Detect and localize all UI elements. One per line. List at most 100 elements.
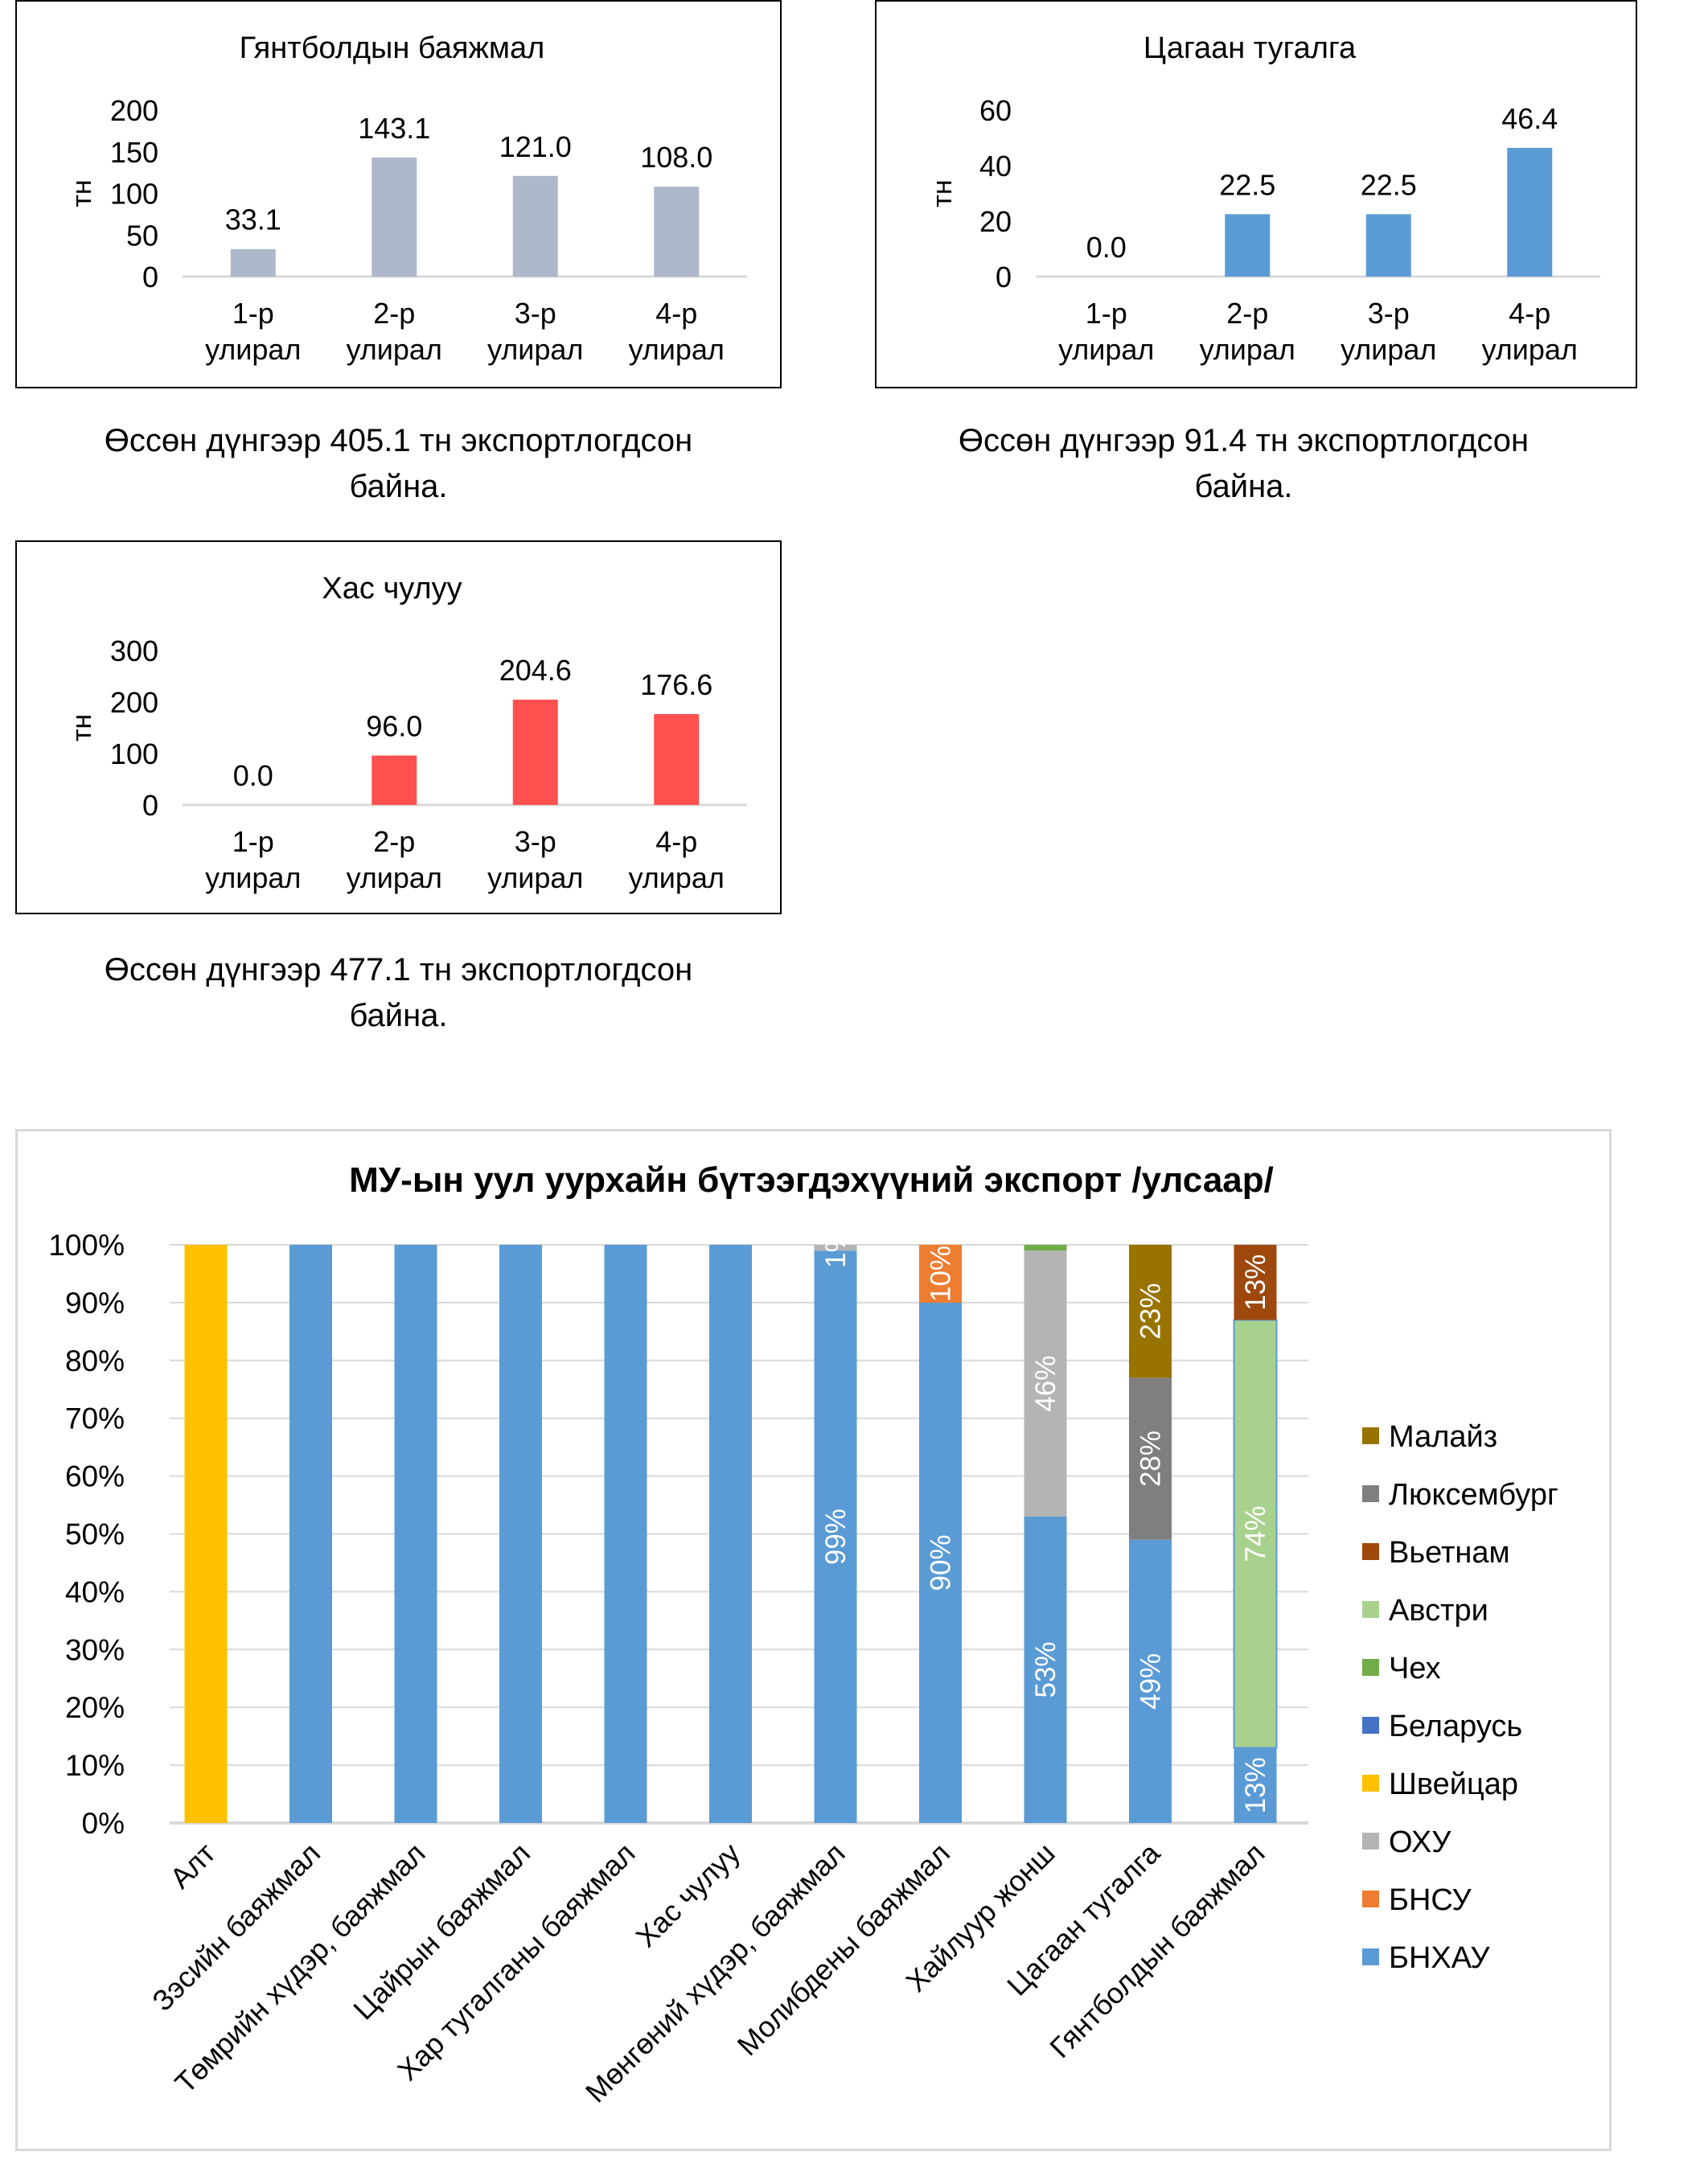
caption-line: байна. [349,998,448,1033]
bar [512,700,558,805]
bar-segment [1234,1747,1277,1823]
category-label: улирал [347,861,442,894]
y-tick-label: 20 [979,205,1012,238]
y-axis-title: тн [67,179,97,207]
y-tick-label: 40% [65,1575,125,1608]
bar-segment [709,1245,752,1823]
category-label: улирал [629,333,725,366]
y-tick-label: 30% [65,1633,125,1666]
caption-gyantbold: Өссөн дүнгээр 405.1 тн экспортлогдсон ба… [15,418,782,510]
legend-label: Люксембург [1389,1478,1558,1512]
caption-line: Өссөн дүнгээр 91.4 тн экспортлогдсон [958,423,1529,458]
y-tick-label: 100 [110,737,158,770]
legend-label: БНСУ [1389,1883,1472,1917]
data-label: 33.1 [225,203,281,236]
category-label: Алт [163,1837,221,1895]
data-label: 108.0 [640,141,712,174]
data-label: 22.5 [1361,168,1417,201]
y-tick-label: 20% [65,1691,125,1724]
bar-segment [919,1302,962,1823]
y-tick-label: 0 [996,261,1012,294]
legend-swatch [1362,1601,1379,1618]
category-label: улирал [205,861,301,894]
y-tick-label: 90% [65,1287,125,1320]
bar [512,175,558,277]
bar-segment [1129,1245,1172,1378]
y-tick-label: 50 [126,219,158,252]
caption-line: байна. [349,469,448,504]
legend-label: БНХАУ [1389,1941,1490,1975]
y-tick-label: 70% [65,1402,125,1435]
data-label: 10% [926,1246,957,1302]
category-label: 4-р [655,825,697,858]
category-label: 1-р [232,825,274,858]
y-axis-title: тн [67,714,97,741]
category-label: улирал [629,861,725,894]
data-label: 22.5 [1219,168,1275,201]
category-label: 3-р [515,297,556,330]
data-label: 23% [1135,1283,1167,1340]
category-label: Гянтболдын баяжмал [1043,1837,1271,2064]
category-label: улирал [347,333,442,366]
category-label: 3-р [515,825,556,858]
category-label: улирал [205,333,301,366]
bar-segment [1233,1319,1278,1749]
legend-label: Малайз [1389,1420,1497,1454]
legend-swatch [1362,1659,1379,1676]
category-label: улирал [1200,333,1295,366]
y-tick-label: 100 [110,178,158,211]
category-label: 2-р [373,825,415,858]
category-label: улирал [1058,333,1154,366]
y-tick-label: 60 [979,94,1012,127]
data-label: 204.6 [499,654,572,687]
caption-line: Өссөн дүнгээр 405.1 тн экспортлогдсон [104,423,693,458]
y-tick-label: 50% [65,1518,125,1551]
legend-label: Беларусь [1389,1710,1522,1743]
data-label: 13% [1240,1254,1271,1311]
data-label: 13% [1240,1757,1271,1813]
data-label: 0.0 [233,759,273,792]
category-label: 4-р [655,297,697,330]
data-label: 46.4 [1501,102,1558,135]
data-label: 176.6 [640,668,712,701]
export-by-country-chart: МУ-ын уул уурхайн бүтээгдэхүүний экспорт… [15,1129,1612,2151]
bar [230,248,276,277]
category-label: Молибдены баяжмал [731,1837,957,2063]
data-label: 53% [1030,1641,1061,1698]
data-label: 96.0 [366,710,422,743]
legend-swatch [1362,1833,1379,1850]
bar-segment [499,1245,542,1823]
bar [1365,214,1411,277]
category-label: Цайрын баяжмал [347,1837,536,2026]
y-tick-label: 40 [979,150,1012,183]
chart-khas-chuluu: Хас чулуу 0 100 200 300 тн 0.0 1-р улирал 96.0 2-р… [15,540,782,914]
chart-title: Цагаан тугалга [1143,31,1357,65]
bar-segment [1024,1250,1067,1517]
data-label: 99% [820,1509,852,1565]
category-label: 2-р [1226,297,1268,330]
y-tick-label: 10% [65,1749,125,1782]
legend-swatch [1362,1775,1379,1792]
data-label: 90% [926,1534,957,1591]
bar-segment [184,1245,228,1823]
bar-segment [1024,1245,1067,1251]
y-tick-label: 200 [110,686,158,719]
legend-swatch [1362,1891,1379,1907]
data-label: 143.1 [358,112,430,145]
category-label: 3-р [1368,297,1410,330]
category-label: 1-р [232,297,274,330]
caption-line: байна. [1194,469,1293,504]
bar-segment [919,1245,962,1303]
legend-label: Швейцар [1389,1767,1518,1801]
y-tick-label: 0 [142,789,158,822]
bar [372,755,417,805]
category-label: 1-р [1086,297,1127,330]
bar-segment [1129,1539,1172,1823]
legend-swatch [1362,1948,1379,1965]
bar-segment [394,1245,437,1823]
small-chart-svg: Цагаан тугалга0204060тн0.01-рулирал22.52… [927,31,1600,366]
chart-title: Гянтболдын баяжмал [240,31,545,65]
legend-label: Чех [1389,1652,1441,1685]
legend-swatch [1362,1717,1379,1734]
data-label: 28% [1135,1431,1167,1487]
